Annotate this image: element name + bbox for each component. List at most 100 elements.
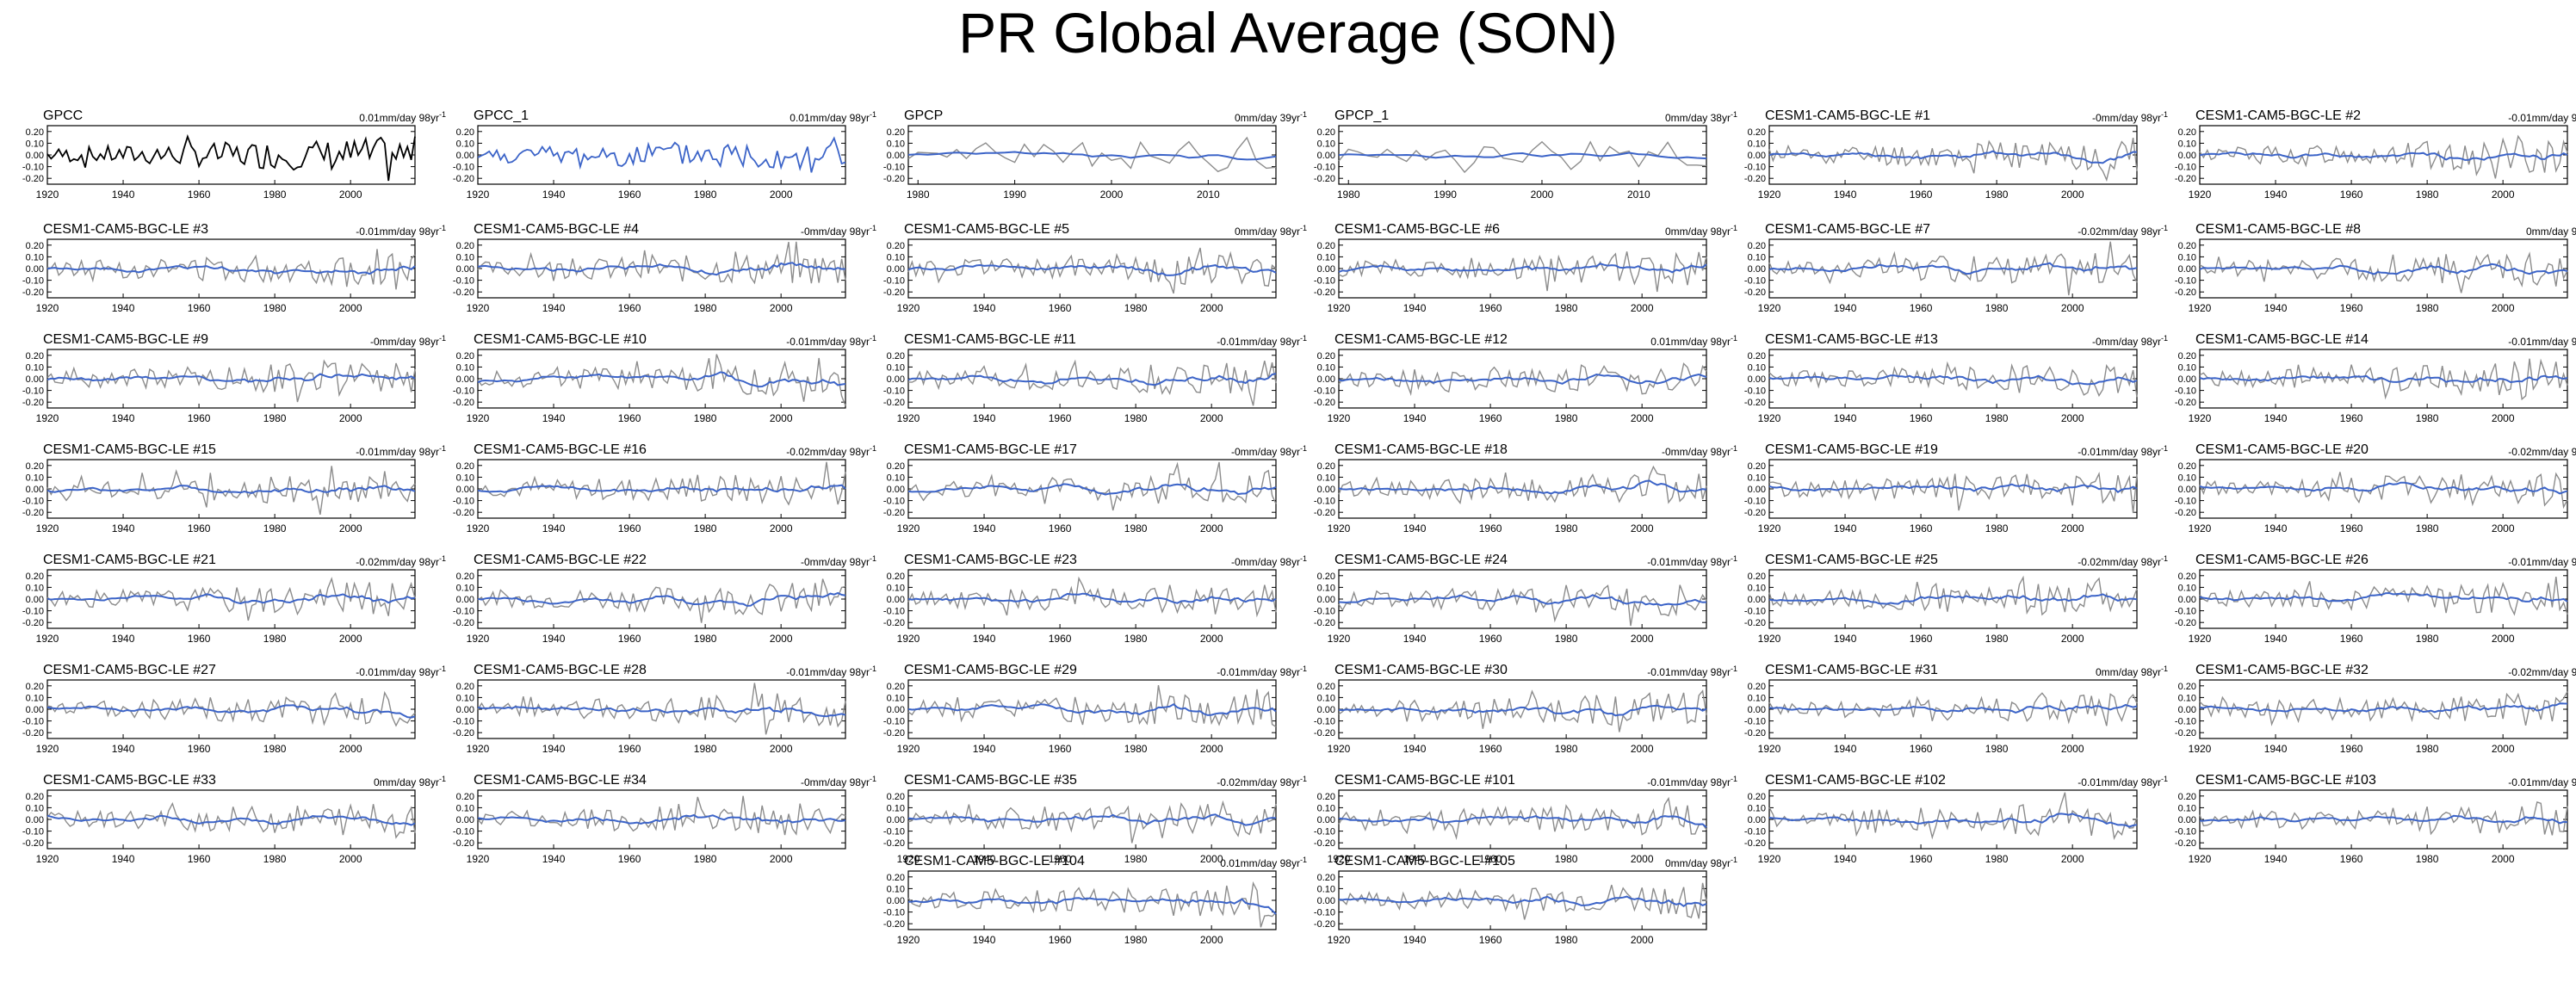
x-tick-label: 1940 <box>112 522 135 535</box>
trend-exponent: -1 <box>1730 775 1737 783</box>
panel-title: CESM1-CAM5-BGC-LE #27 <box>43 663 216 677</box>
smoothed-line <box>477 706 846 718</box>
x-tick-label: 1960 <box>1049 412 1072 424</box>
panel-plot: 0.200.10 0.00 -0.10-0.20 1920 1940 1960 1980 20… <box>22 569 416 645</box>
x-tick-label: 2000 <box>339 853 362 865</box>
y-tick-label: 0.00 <box>1317 595 1335 605</box>
y-tick-label: -0.20 <box>2175 508 2196 518</box>
x-tick-label: 1920 <box>897 743 920 755</box>
y-tick-label: 0.00 <box>26 815 44 825</box>
trend-value: -0.01mm/day 98yr <box>786 666 870 678</box>
x-tick-label: 2000 <box>2061 188 2084 201</box>
smoothed-line <box>2199 481 2568 495</box>
x-tick-label: 2000 <box>770 853 793 865</box>
y-tick-label: 0.20 <box>887 873 905 883</box>
x-tick-label: 1960 <box>188 188 211 201</box>
panel-trend-label: -0mm/day 98yr-1 <box>1662 442 1737 459</box>
smoothed-line <box>907 263 1277 276</box>
y-tick-label: 0.00 <box>1317 485 1335 495</box>
chart-panel: CESM1-CAM5-BGC-LE #34 -0mm/day 98yr-1 0.20… <box>453 771 885 870</box>
y-tick-label: -0.20 <box>883 508 905 518</box>
y-tick-label: 0.10 <box>26 473 44 483</box>
smoothed-line <box>907 483 1277 496</box>
x-tick-label: 1960 <box>1049 934 1072 946</box>
y-tick-label: 0.20 <box>887 241 905 251</box>
y-tick-label: 0.10 <box>1317 693 1335 703</box>
smoothed-line <box>2200 814 2568 825</box>
y-tick-label: -0.20 <box>453 398 474 408</box>
y-tick-label: 0.00 <box>1748 374 1766 385</box>
x-tick-label: 1940 <box>112 412 135 424</box>
x-tick-label: 2000 <box>2061 743 2084 755</box>
series-line <box>1768 137 2138 182</box>
y-tick-label: 0.10 <box>1317 139 1335 149</box>
y-tick-label: 0.00 <box>1317 815 1335 825</box>
y-tick-label: 0.10 <box>26 583 44 593</box>
trend-value: 0mm/day 98yr <box>1664 857 1731 869</box>
x-tick-label: 2000 <box>2492 743 2515 755</box>
trend-value: -0.01mm/day 98yr <box>1217 336 1300 348</box>
smoothed-line <box>1768 483 2138 493</box>
x-tick-label: 2000 <box>1200 853 1223 865</box>
panel-trend-label: 0mm/day 38yr-1 <box>1665 108 1737 125</box>
y-tick-label: -0.10 <box>883 163 905 173</box>
panel-title: CESM1-CAM5-BGC-LE #22 <box>474 553 647 567</box>
panel-title: CESM1-CAM5-BGC-LE #9 <box>43 332 209 347</box>
y-tick-label: 0.00 <box>887 896 905 906</box>
y-tick-label: 0.20 <box>887 682 905 692</box>
y-tick-label: 0.20 <box>1317 682 1335 692</box>
chart-panel: CESM1-CAM5-BGC-LE #31 0mm/day 98yr-1 0.20 0… <box>1744 661 2177 760</box>
panel-title: GPCC <box>43 108 84 123</box>
x-tick-label: 1960 <box>1479 853 1502 865</box>
smoothed-line <box>907 813 1277 826</box>
x-tick-label: 1980 <box>1124 302 1148 314</box>
y-tick-label: -0.10 <box>453 276 474 287</box>
trend-value: -0.01mm/day 98yr <box>1217 666 1300 678</box>
panel-plot: 0.200.10 0.00 -0.10-0.20 1920 1940 1960 1980 20… <box>2175 569 2568 645</box>
panel-title: CESM1-CAM5-BGC-LE #32 <box>2195 663 2369 677</box>
trend-exponent: -1 <box>869 444 876 453</box>
y-tick-label: 0.10 <box>887 583 905 593</box>
trend-exponent: -1 <box>1730 444 1737 453</box>
x-tick-label: 2010 <box>1627 188 1650 201</box>
series-line <box>1338 796 1707 840</box>
smoothed-line <box>907 592 1277 604</box>
y-tick-label: 0.10 <box>1317 362 1335 373</box>
trend-exponent: -1 <box>1299 856 1307 864</box>
y-tick-label: -0.10 <box>1744 386 1766 397</box>
x-tick-label: 2000 <box>1631 853 1654 865</box>
panel-trend-label: -0.01mm/day 98yr-1 <box>356 663 446 679</box>
y-tick-label: 0.20 <box>1748 461 1766 472</box>
y-tick-label: 0.10 <box>1317 803 1335 813</box>
y-tick-label: 0.20 <box>1748 572 1766 582</box>
y-tick-label: 0.00 <box>887 595 905 605</box>
chart-panel: GPCP_1 0mm/day 38yr-1 0.20 0.10 0.00 -0.10 -0.… <box>1314 107 1746 206</box>
panel-plot: 0.200.10 0.00 -0.10-0.20 1920 1940 1960 1980 20… <box>22 789 416 865</box>
panel-title: GPCP_1 <box>1334 108 1390 123</box>
panel-plot: 0.200.10 0.00 -0.10-0.20 1920 1940 1960 1980 20… <box>1744 125 2138 201</box>
x-tick-label: 1920 <box>1758 302 1781 314</box>
trend-exponent: -1 <box>1730 664 1737 673</box>
x-tick-label: 1980 <box>263 188 287 201</box>
chart-panel: CESM1-CAM5-BGC-LE #26-0.01mm/day 98yr-10… <box>2175 551 2576 650</box>
trend-exponent: -1 <box>869 110 876 119</box>
x-tick-label: 1920 <box>1758 633 1781 645</box>
y-tick-label: 0.10 <box>2178 693 2196 703</box>
x-tick-label: 1940 <box>1403 633 1427 645</box>
y-tick-label: -0.20 <box>883 174 905 184</box>
series-line <box>477 461 846 506</box>
panel-trend-label: 0mm/day 98yr-1 <box>2096 663 2168 679</box>
x-tick-label: 1960 <box>2340 633 2363 645</box>
panel-trend-label: -0.02mm/day 98yr-1 <box>1217 773 1307 789</box>
panel-plot: 0.200.10 0.00 -0.10-0.20 1920 1940 1960 1980 20… <box>453 459 846 535</box>
chart-panel: GPCC_1 0.01mm/day 98yr-1 0.20 0.10 0.00 -0.10… <box>453 107 885 206</box>
chart-panel: CESM1-CAM5-BGC-LE #15 -0.01mm/day 98yr-1 0… <box>22 441 455 540</box>
panel-plot: 0.200.10 0.00 -0.10-0.20 1920 1940 1960 1980 20… <box>453 569 846 645</box>
x-tick-label: 2000 <box>2061 302 2084 314</box>
x-tick-label: 1920 <box>897 853 920 865</box>
x-tick-label: 1960 <box>188 853 211 865</box>
chart-panel: CESM1-CAM5-BGC-LE #23 -0mm/day 98yr-1 0.20… <box>883 551 1316 650</box>
y-tick-label: 0.20 <box>26 572 44 582</box>
trend-value: -0.01mm/day 98yr <box>2078 776 2161 788</box>
